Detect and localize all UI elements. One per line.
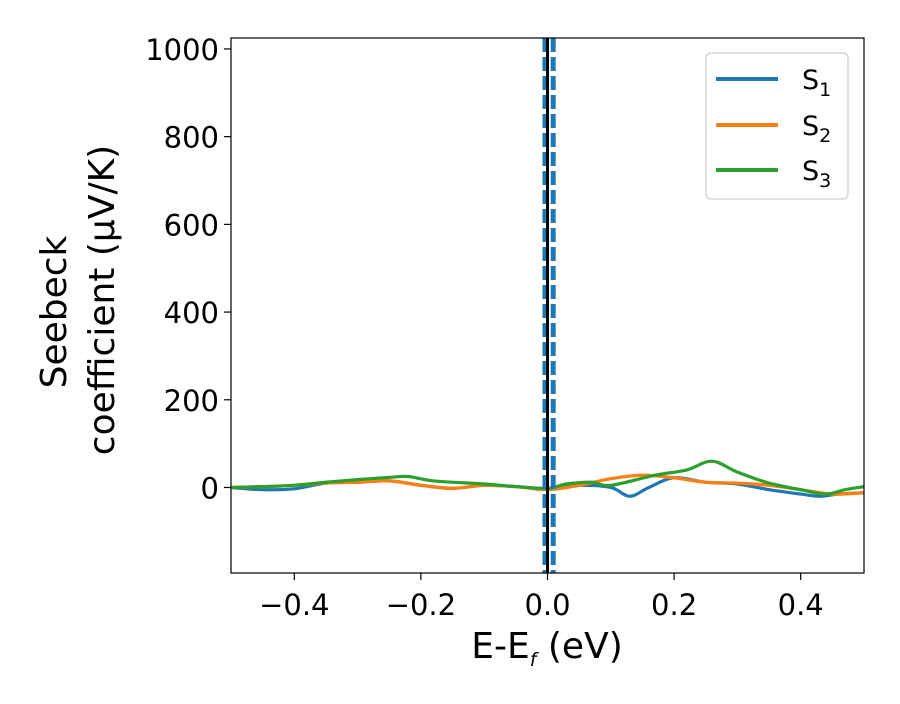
y-axis-title-line1: Seebeck: [34, 235, 75, 388]
x-tick-label: −0.2: [386, 588, 456, 622]
legend-label-s3: S3: [802, 156, 831, 192]
legend-label-s2: S2: [802, 111, 831, 147]
x-axis-ticks: −0.4 −0.2 0.0 0.2 0.4: [259, 573, 824, 622]
x-tick-label: 0.0: [524, 588, 570, 622]
x-tick-label: 0.4: [778, 588, 824, 622]
y-axis-title: Seebeck coefficient (μV/K): [34, 145, 123, 455]
y-tick-label: 1000: [145, 33, 219, 67]
y-axis-ticks: 0 200 400 600 800 1000: [145, 33, 231, 505]
x-tick-label: 0.2: [651, 588, 697, 622]
legend: S1 S2 S3: [705, 52, 849, 200]
y-tick-label: 600: [164, 208, 219, 242]
x-axis-title: E-Ef (eV): [471, 626, 623, 671]
y-tick-label: 400: [164, 296, 219, 330]
vertical-line-layer: [542, 38, 556, 573]
x-tick-label: −0.4: [259, 588, 329, 622]
y-axis-title-line2: coefficient (μV/K): [82, 145, 123, 455]
y-tick-label: 200: [164, 384, 219, 418]
y-tick-label: 800: [164, 121, 219, 155]
y-tick-label: 0: [201, 471, 219, 505]
series-line-s3: [231, 459, 864, 496]
legend-label-s1: S1: [802, 65, 831, 101]
